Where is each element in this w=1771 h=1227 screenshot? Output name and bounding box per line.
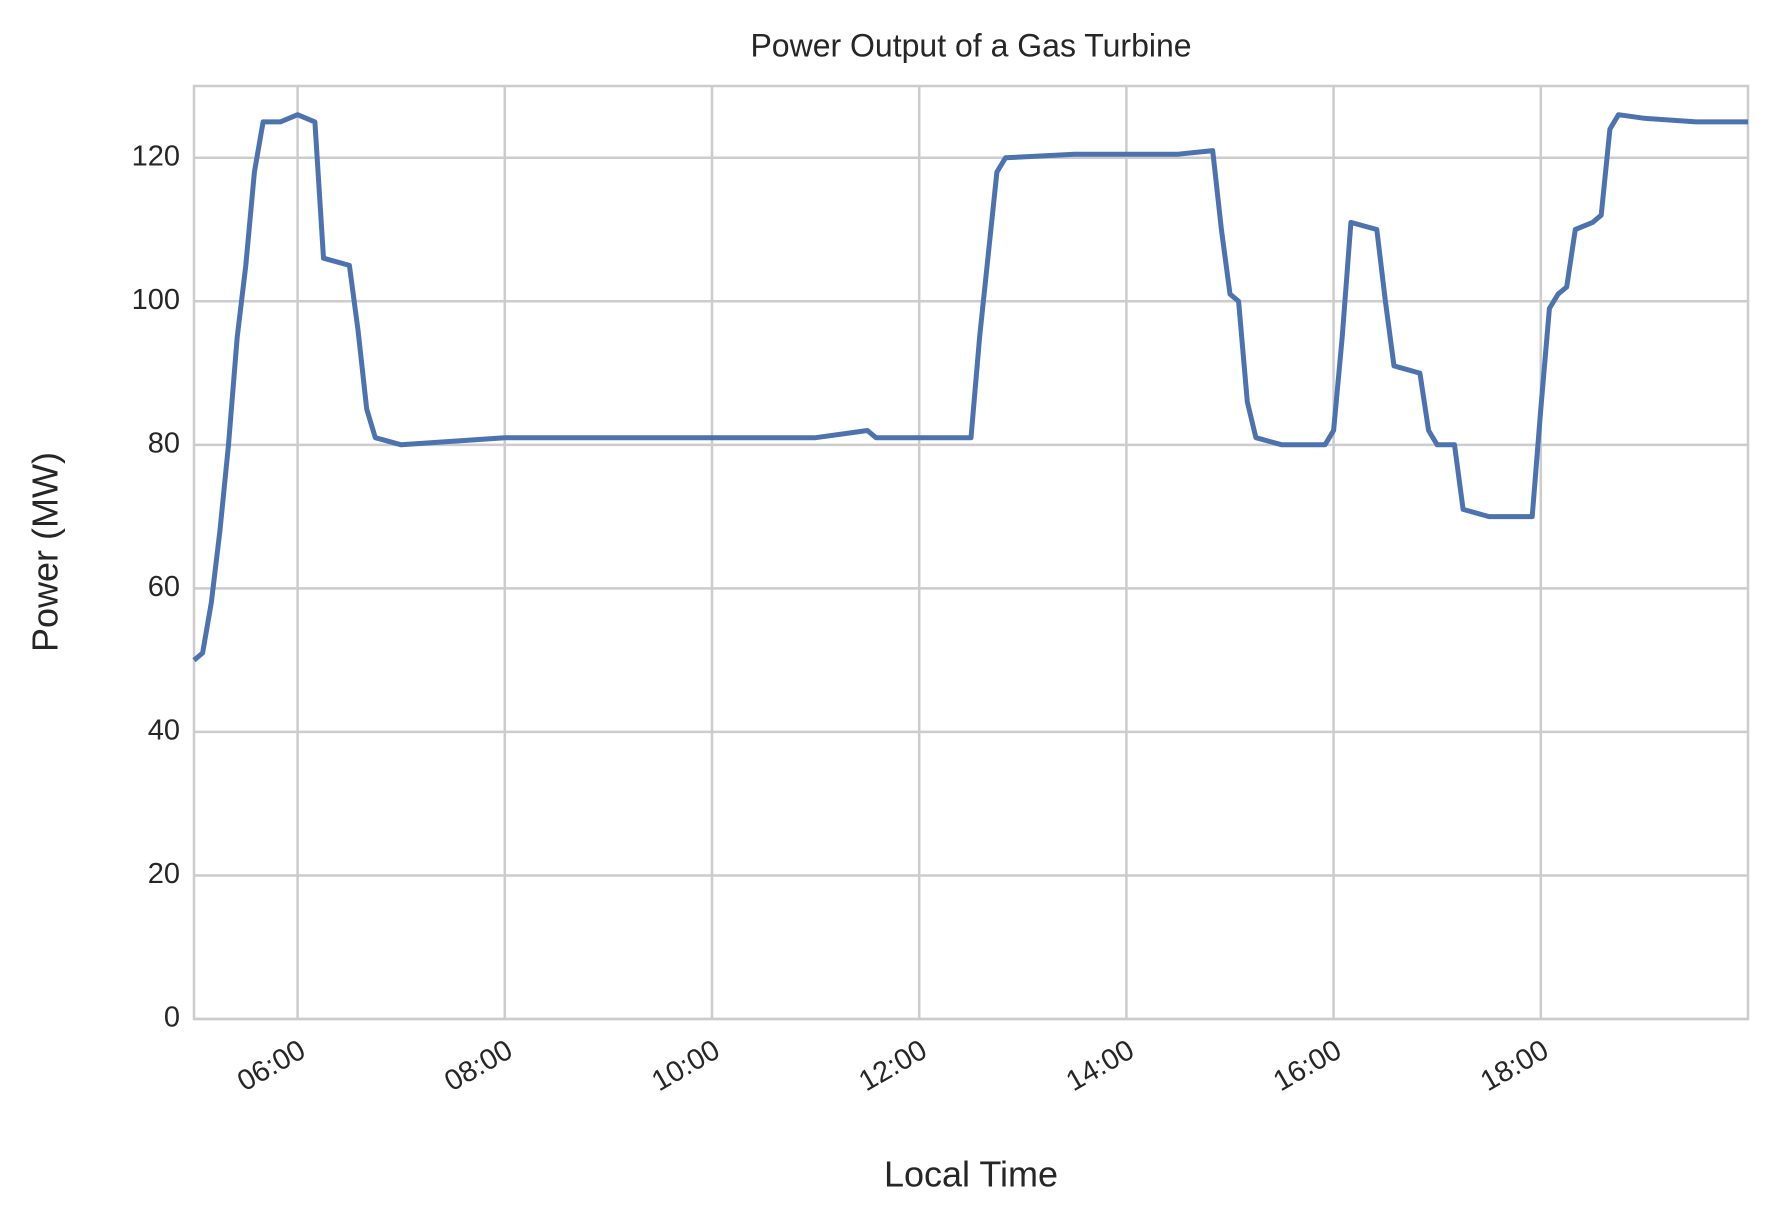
x-tick-label: 08:00 <box>439 1034 518 1098</box>
plot-frame <box>192 84 1750 1021</box>
y-tick-label: 0 <box>164 1002 180 1034</box>
x-tick-label: 16:00 <box>1268 1034 1347 1098</box>
y-axis-label: Power (MW) <box>25 452 66 652</box>
x-tick-label: 10:00 <box>646 1034 725 1098</box>
x-tick-label: 12:00 <box>854 1034 933 1098</box>
chart-title: Power Output of a Gas Turbine <box>750 27 1191 63</box>
y-tick-label: 100 <box>132 284 180 316</box>
data-line <box>192 112 1748 663</box>
x-tick-label: 14:00 <box>1061 1034 1140 1098</box>
y-tick-label: 40 <box>148 715 180 747</box>
y-tick-label: 60 <box>148 571 180 603</box>
x-tick-label: 18:00 <box>1475 1034 1554 1098</box>
y-tick-label: 120 <box>132 140 180 172</box>
y-tick-label: 80 <box>148 428 180 460</box>
x-axis-label: Local Time <box>884 1154 1058 1195</box>
x-tick-label: 06:00 <box>232 1034 311 1098</box>
y-tick-label: 20 <box>148 858 180 890</box>
